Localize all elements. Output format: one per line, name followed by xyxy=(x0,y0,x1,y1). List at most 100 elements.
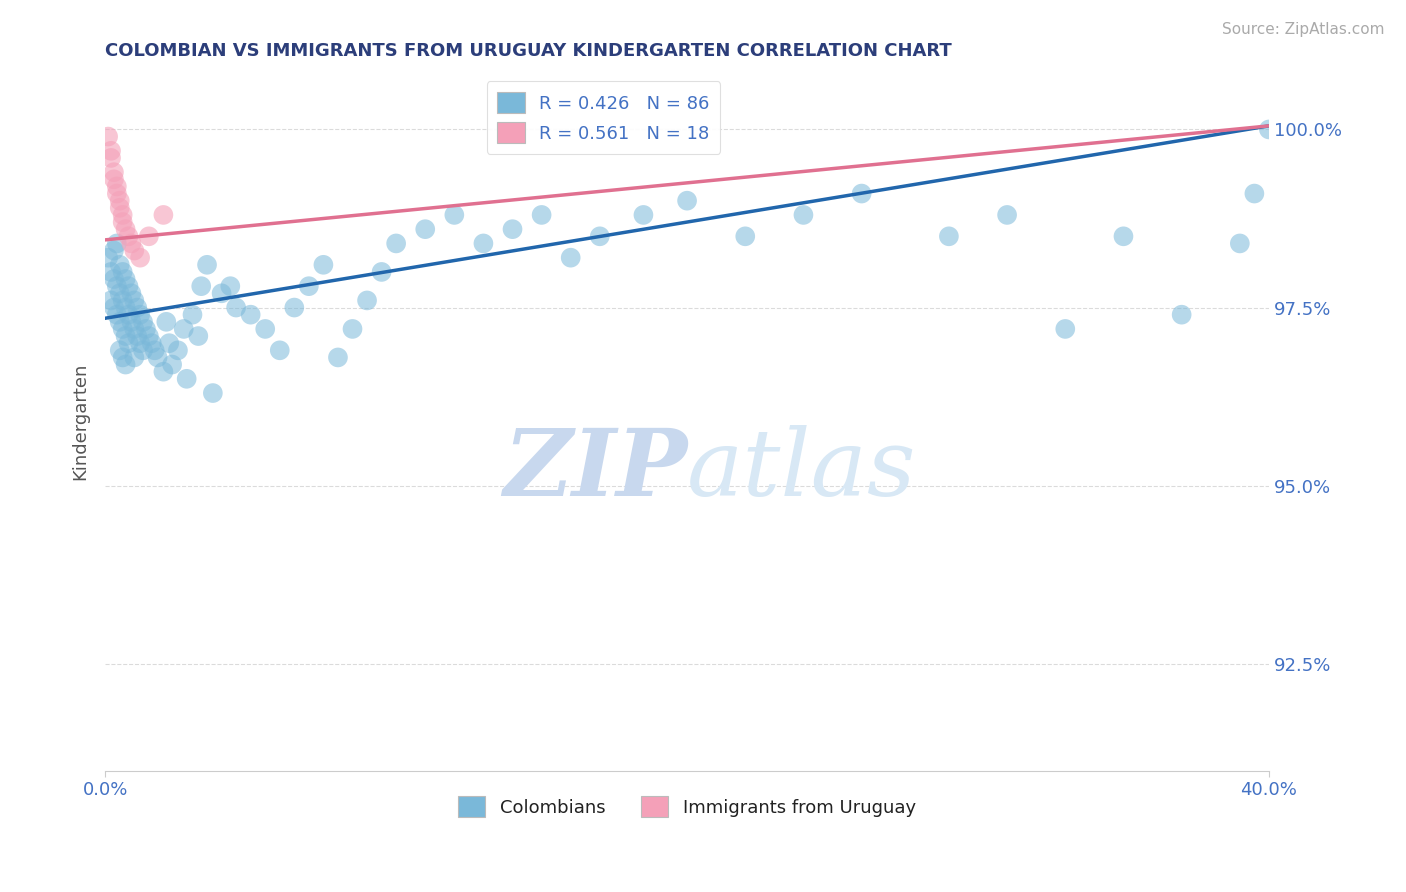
Point xyxy=(589,229,612,244)
Point xyxy=(190,279,212,293)
Point xyxy=(124,293,146,308)
Point xyxy=(114,222,136,236)
Point xyxy=(103,272,125,286)
Point xyxy=(117,336,139,351)
Y-axis label: Kindergarten: Kindergarten xyxy=(72,363,89,480)
Point xyxy=(108,258,131,272)
Point xyxy=(370,265,392,279)
Point xyxy=(111,293,134,308)
Point xyxy=(141,336,163,351)
Point xyxy=(413,222,436,236)
Point xyxy=(111,265,134,279)
Point xyxy=(211,286,233,301)
Text: Source: ZipAtlas.com: Source: ZipAtlas.com xyxy=(1222,22,1385,37)
Point xyxy=(105,186,128,201)
Point xyxy=(103,301,125,315)
Point xyxy=(105,236,128,251)
Point xyxy=(254,322,277,336)
Point xyxy=(176,372,198,386)
Point xyxy=(1229,236,1251,251)
Point xyxy=(127,329,149,343)
Point xyxy=(269,343,291,358)
Point xyxy=(132,315,155,329)
Point xyxy=(120,286,142,301)
Legend: Colombians, Immigrants from Uruguay: Colombians, Immigrants from Uruguay xyxy=(451,789,924,824)
Point xyxy=(103,165,125,179)
Point xyxy=(385,236,408,251)
Point xyxy=(105,279,128,293)
Point xyxy=(938,229,960,244)
Point xyxy=(97,251,120,265)
Point xyxy=(111,351,134,365)
Point xyxy=(312,258,335,272)
Point xyxy=(734,229,756,244)
Point xyxy=(298,279,321,293)
Point xyxy=(114,301,136,315)
Point xyxy=(114,329,136,343)
Point xyxy=(187,329,209,343)
Point xyxy=(173,322,195,336)
Point xyxy=(443,208,465,222)
Point xyxy=(124,322,146,336)
Point xyxy=(103,244,125,258)
Point xyxy=(100,151,122,165)
Point xyxy=(108,201,131,215)
Point xyxy=(143,343,166,358)
Point xyxy=(108,315,131,329)
Point xyxy=(124,244,146,258)
Point xyxy=(146,351,169,365)
Point xyxy=(120,315,142,329)
Point xyxy=(100,144,122,158)
Point xyxy=(851,186,873,201)
Point xyxy=(1112,229,1135,244)
Point xyxy=(1054,322,1077,336)
Point xyxy=(138,329,160,343)
Point xyxy=(108,343,131,358)
Point xyxy=(114,272,136,286)
Point xyxy=(117,279,139,293)
Point xyxy=(502,222,524,236)
Point xyxy=(560,251,582,265)
Point xyxy=(342,322,364,336)
Point xyxy=(201,386,224,401)
Point xyxy=(167,343,190,358)
Point xyxy=(195,258,218,272)
Point xyxy=(129,308,152,322)
Point xyxy=(1170,308,1192,322)
Point xyxy=(530,208,553,222)
Point xyxy=(132,343,155,358)
Point xyxy=(108,286,131,301)
Point xyxy=(103,172,125,186)
Point xyxy=(157,336,180,351)
Point xyxy=(155,315,177,329)
Point xyxy=(472,236,495,251)
Point xyxy=(105,179,128,194)
Point xyxy=(114,358,136,372)
Point xyxy=(100,293,122,308)
Point xyxy=(152,365,174,379)
Point xyxy=(111,322,134,336)
Point xyxy=(100,265,122,279)
Point xyxy=(181,308,204,322)
Point xyxy=(225,301,247,315)
Point xyxy=(111,215,134,229)
Point xyxy=(356,293,378,308)
Point xyxy=(97,129,120,144)
Point xyxy=(1243,186,1265,201)
Point xyxy=(152,208,174,222)
Point xyxy=(127,301,149,315)
Point xyxy=(105,308,128,322)
Point xyxy=(129,251,152,265)
Point xyxy=(120,236,142,251)
Point xyxy=(792,208,814,222)
Point xyxy=(108,194,131,208)
Point xyxy=(160,358,183,372)
Point xyxy=(219,279,242,293)
Point xyxy=(326,351,349,365)
Text: ZIP: ZIP xyxy=(503,425,688,516)
Point xyxy=(239,308,262,322)
Point xyxy=(129,336,152,351)
Point xyxy=(1258,122,1281,136)
Point xyxy=(124,351,146,365)
Point xyxy=(283,301,305,315)
